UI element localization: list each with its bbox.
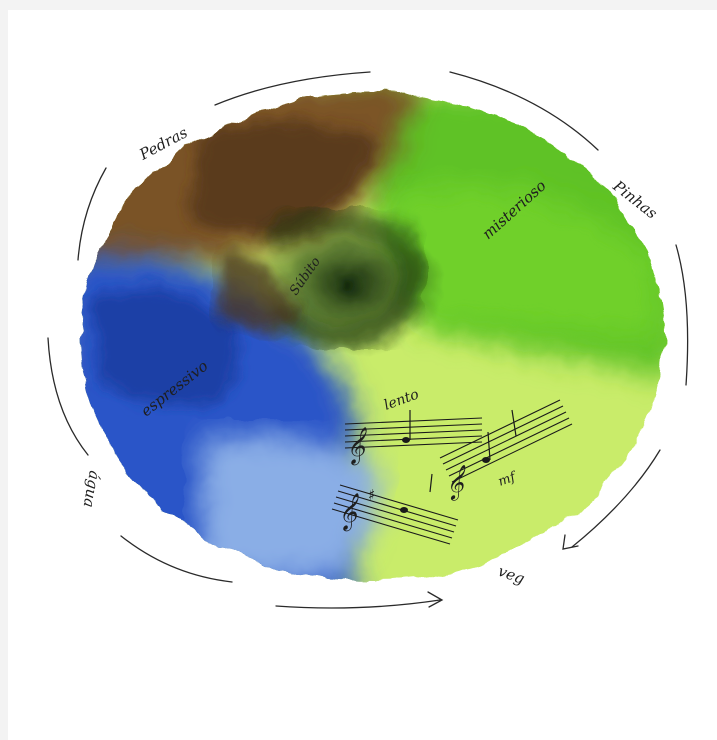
arrowheads xyxy=(427,534,579,608)
treble-clef-icon-3: 𝄞 xyxy=(338,492,359,532)
note-icon xyxy=(402,437,410,443)
music-staff-2 xyxy=(439,399,573,483)
label-mf: mf xyxy=(496,469,519,490)
sharp-icon: ♯ xyxy=(368,486,375,504)
label-veg: veg xyxy=(496,562,527,588)
pencil-arcs xyxy=(47,71,689,609)
label-agua: água xyxy=(80,469,104,509)
note-icon-2 xyxy=(482,457,490,463)
note-icon-3 xyxy=(400,507,408,513)
treble-clef-icon: 𝄞 xyxy=(346,426,367,466)
treble-clef-icon-2: 𝄞 xyxy=(446,465,466,501)
music-staff-3 xyxy=(331,484,459,545)
music-staff-1 xyxy=(344,417,483,449)
